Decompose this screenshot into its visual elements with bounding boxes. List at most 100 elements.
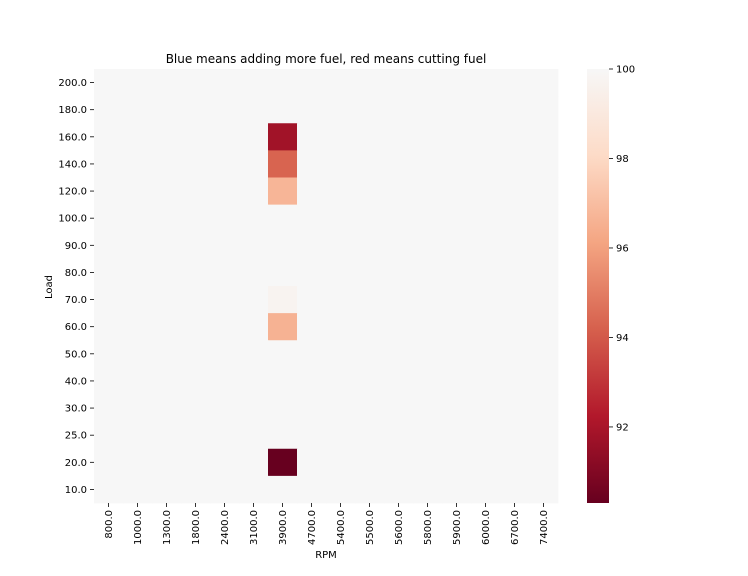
heatmap-cell <box>355 69 385 97</box>
heatmap-cell <box>239 177 269 206</box>
heatmap-cell <box>210 123 240 151</box>
heatmap-cell <box>355 231 385 260</box>
heatmap-cell <box>529 231 559 260</box>
heatmap-cell <box>413 150 443 178</box>
heatmap-cell <box>123 475 153 504</box>
y-tick-label: 180.0 <box>58 105 87 116</box>
heatmap-cell <box>123 204 153 233</box>
heatmap-cell <box>268 475 298 504</box>
heatmap-cell <box>442 475 472 504</box>
heatmap-cell <box>268 340 298 368</box>
heatmap-cell <box>500 286 530 314</box>
heatmap-cell <box>413 177 443 206</box>
heatmap-cell <box>529 475 559 504</box>
heatmap-cell <box>152 123 182 151</box>
heatmap-cell <box>123 286 153 314</box>
heatmap-cell <box>181 286 211 314</box>
heatmap-cell <box>268 394 298 423</box>
heatmap-cell <box>181 150 211 178</box>
heatmap-cell <box>239 313 269 341</box>
heatmap-cell <box>529 258 559 287</box>
heatmap-cell <box>152 96 182 124</box>
heatmap-cell <box>94 69 124 97</box>
heatmap-cell <box>355 258 385 287</box>
heatmap-cell <box>471 177 501 206</box>
heatmap-cell <box>355 286 385 314</box>
heatmap-cell <box>384 421 414 450</box>
x-tick-label: 1300.0 <box>162 510 173 545</box>
heatmap-cell <box>500 150 530 178</box>
x-tick-label: 5800.0 <box>423 510 434 545</box>
heatmap-cell <box>326 69 356 97</box>
heatmap-cell <box>355 123 385 151</box>
heatmap-cell <box>355 313 385 341</box>
heatmap-cell <box>500 340 530 368</box>
heatmap-cell <box>442 150 472 178</box>
heatmap-cell <box>123 150 153 178</box>
heatmap-cell <box>239 286 269 314</box>
heatmap-cell <box>297 258 327 287</box>
heatmap-cell <box>210 177 240 206</box>
x-axis-ticks: 800.0 1000.0 1300.0 1800.0 2400.0 3100.0 3900.… <box>104 503 550 545</box>
heatmap-cell <box>94 177 124 206</box>
heatmap-cell <box>326 204 356 233</box>
heatmap-cell <box>471 448 501 477</box>
heatmap-cell <box>94 96 124 124</box>
heatmap-cell <box>413 313 443 341</box>
heatmap-cell <box>268 150 298 178</box>
heatmap-cell <box>326 313 356 341</box>
heatmap-cell <box>384 231 414 260</box>
heatmap-cell <box>181 96 211 124</box>
heatmap-cell <box>500 475 530 504</box>
heatmap-cell <box>94 204 124 233</box>
heatmap-cell <box>94 313 124 341</box>
heatmap-cell <box>239 231 269 260</box>
heatmap-cell <box>268 96 298 124</box>
heatmap-cell <box>500 204 530 233</box>
heatmap-cell <box>123 394 153 423</box>
heatmap-cell <box>94 123 124 151</box>
heatmap-cell <box>384 123 414 151</box>
heatmap-cell <box>181 69 211 97</box>
y-tick-label: 25.0 <box>65 431 87 442</box>
heatmap-cell <box>442 69 472 97</box>
heatmap-cell <box>181 204 211 233</box>
heatmap-cell <box>297 69 327 97</box>
heatmap-cell <box>94 258 124 287</box>
heatmap-cell <box>529 421 559 450</box>
heatmap-cell <box>529 177 559 206</box>
heatmap-cell <box>500 394 530 423</box>
heatmap-cell <box>326 475 356 504</box>
heatmap-cell <box>413 367 443 395</box>
y-tick-label: 60.0 <box>65 322 87 333</box>
x-tick-label: 5900.0 <box>452 510 463 545</box>
heatmap-cell <box>297 286 327 314</box>
heatmap-cell <box>268 367 298 395</box>
heatmap-cell <box>529 123 559 151</box>
heatmap-cell <box>268 258 298 287</box>
heatmap-cell <box>471 258 501 287</box>
heatmap-cell <box>181 313 211 341</box>
heatmap-cell <box>384 69 414 97</box>
heatmap-cell <box>500 123 530 151</box>
heatmap-cell <box>529 150 559 178</box>
y-tick-label: 70.0 <box>65 295 87 306</box>
y-axis-label: Load <box>44 275 55 299</box>
y-tick-label: 30.0 <box>65 404 87 415</box>
heatmap-cell <box>297 340 327 368</box>
heatmap-cell <box>297 96 327 124</box>
y-tick-label: 20.0 <box>65 458 87 469</box>
heatmap-cell <box>181 475 211 504</box>
heatmap-cell <box>268 231 298 260</box>
heatmap-cell <box>529 313 559 341</box>
heatmap-cell <box>355 150 385 178</box>
heatmap-cell <box>413 204 443 233</box>
heatmap-cell <box>268 313 298 341</box>
heatmap-cell <box>384 367 414 395</box>
x-tick-label: 5600.0 <box>394 510 405 545</box>
heatmap-cell <box>239 123 269 151</box>
colorbar-tick-label: 96 <box>616 243 629 254</box>
heatmap-cell <box>123 258 153 287</box>
x-tick-label: 800.0 <box>104 510 115 539</box>
